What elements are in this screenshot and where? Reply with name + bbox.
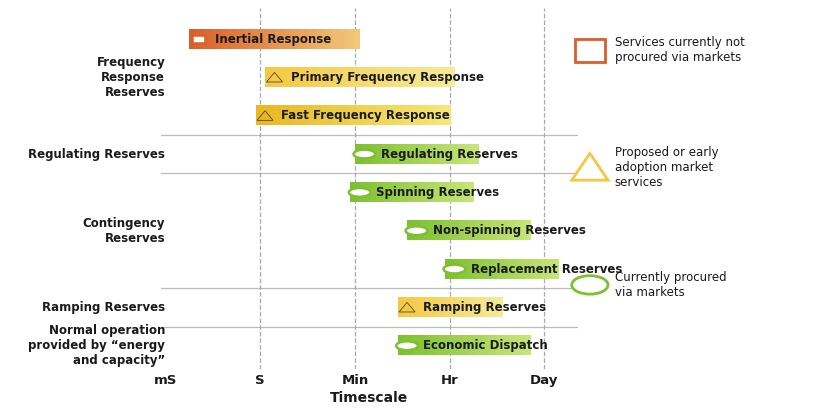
Circle shape	[444, 265, 465, 274]
Text: Fast Frequency Response: Fast Frequency Response	[281, 109, 450, 122]
Circle shape	[354, 150, 375, 158]
Text: Services currently not
procured via markets: Services currently not procured via mark…	[615, 36, 744, 64]
Circle shape	[396, 341, 418, 350]
Circle shape	[406, 226, 427, 235]
Text: Ramping Reserves: Ramping Reserves	[42, 301, 165, 314]
Text: Inertial Response: Inertial Response	[214, 33, 331, 46]
Polygon shape	[266, 72, 282, 82]
X-axis label: Timescale: Timescale	[330, 391, 408, 406]
Text: Primary Frequency Response: Primary Frequency Response	[290, 71, 483, 84]
Circle shape	[349, 188, 370, 197]
Text: Spinning Reserves: Spinning Reserves	[376, 186, 499, 199]
Text: Normal operation
provided by “energy
and capacity”: Normal operation provided by “energy and…	[28, 324, 165, 367]
Text: Contingency
Reserves: Contingency Reserves	[82, 217, 165, 245]
Text: Proposed or early
adoption market
services: Proposed or early adoption market servic…	[615, 146, 719, 189]
Text: Currently procured
via markets: Currently procured via markets	[615, 271, 726, 299]
Polygon shape	[399, 303, 415, 312]
Bar	[192, 35, 205, 44]
Text: Economic Dispatch: Economic Dispatch	[423, 339, 548, 352]
Text: Frequency
Response
Reserves: Frequency Response Reserves	[97, 56, 165, 99]
Text: Replacement Reserves: Replacement Reserves	[470, 263, 622, 276]
Text: Regulating Reserves: Regulating Reserves	[380, 147, 517, 160]
Polygon shape	[257, 111, 273, 120]
Text: Ramping Reserves: Ramping Reserves	[423, 301, 546, 314]
Text: Non-spinning Reserves: Non-spinning Reserves	[432, 224, 586, 237]
Text: Regulating Reserves: Regulating Reserves	[28, 147, 165, 160]
